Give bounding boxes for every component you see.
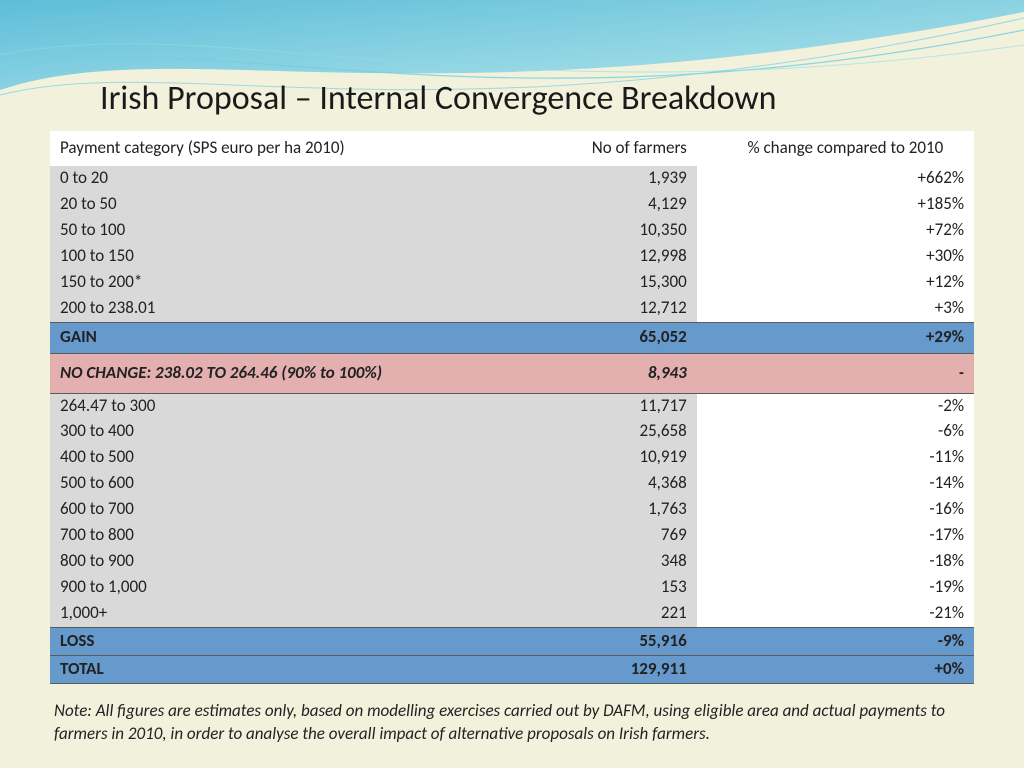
cell-category: 300 to 400 — [50, 419, 494, 445]
cell-change: -19% — [697, 575, 974, 601]
cell-farmers: 1,763 — [494, 497, 697, 523]
cell-farmers: 129,911 — [494, 655, 697, 683]
cell-category: 900 to 1,000 — [50, 575, 494, 601]
cell-farmers: 10,919 — [494, 445, 697, 471]
cell-category: NO CHANGE: 238.02 TO 264.46 (90% to 100%… — [50, 353, 494, 393]
cell-category: 700 to 800 — [50, 523, 494, 549]
cell-change: +185% — [697, 192, 974, 218]
convergence-table: Payment category (SPS euro per ha 2010) … — [50, 131, 974, 684]
table-row: 600 to 7001,763-16% — [50, 497, 974, 523]
cell-farmers: 4,368 — [494, 471, 697, 497]
cell-change: +662% — [697, 166, 974, 192]
cell-change: -16% — [697, 497, 974, 523]
cell-change: -2% — [697, 393, 974, 419]
cell-farmers: 4,129 — [494, 192, 697, 218]
table-row: 400 to 50010,919-11% — [50, 445, 974, 471]
table-body: 0 to 201,939+662%20 to 504,129+185%50 to… — [50, 166, 974, 683]
cell-category: 600 to 700 — [50, 497, 494, 523]
cell-category: 50 to 100 — [50, 218, 494, 244]
table-row: 100 to 15012,998+30% — [50, 244, 974, 270]
table-row: 800 to 900348-18% — [50, 549, 974, 575]
cell-farmers: 12,712 — [494, 296, 697, 322]
cell-category: 800 to 900 — [50, 549, 494, 575]
cell-farmers: 25,658 — [494, 419, 697, 445]
cell-farmers: 12,998 — [494, 244, 697, 270]
cell-category: 500 to 600 — [50, 471, 494, 497]
col-header-farmers: No of farmers — [494, 131, 697, 166]
cell-change: -21% — [697, 601, 974, 627]
table-row: 20 to 504,129+185% — [50, 192, 974, 218]
cell-change: +72% — [697, 218, 974, 244]
table-row: GAIN65,052+29% — [50, 322, 974, 353]
cell-category: 200 to 238.01 — [50, 296, 494, 322]
cell-change: -14% — [697, 471, 974, 497]
cell-farmers: 8,943 — [494, 353, 697, 393]
table-row: 200 to 238.0112,712+3% — [50, 296, 974, 322]
table-row: LOSS55,916-9% — [50, 627, 974, 655]
cell-category: TOTAL — [50, 655, 494, 683]
cell-farmers: 65,052 — [494, 322, 697, 353]
table-row: TOTAL129,911+0% — [50, 655, 974, 683]
cell-category: 100 to 150 — [50, 244, 494, 270]
col-header-category: Payment category (SPS euro per ha 2010) — [50, 131, 494, 166]
cell-change: - — [697, 353, 974, 393]
cell-change: +29% — [697, 322, 974, 353]
cell-category: 400 to 500 — [50, 445, 494, 471]
cell-change: +30% — [697, 244, 974, 270]
slide-content: Irish Proposal – Internal Convergence Br… — [50, 78, 974, 746]
table-row: 500 to 6004,368-14% — [50, 471, 974, 497]
cell-change: +12% — [697, 270, 974, 296]
table-row: NO CHANGE: 238.02 TO 264.46 (90% to 100%… — [50, 353, 974, 393]
table-row: 1,000+221-21% — [50, 601, 974, 627]
cell-farmers: 153 — [494, 575, 697, 601]
cell-farmers: 11,717 — [494, 393, 697, 419]
cell-category: 20 to 50 — [50, 192, 494, 218]
cell-change: -18% — [697, 549, 974, 575]
table-row: 900 to 1,000153-19% — [50, 575, 974, 601]
cell-category: 1,000+ — [50, 601, 494, 627]
cell-farmers: 55,916 — [494, 627, 697, 655]
table-row: 700 to 800769-17% — [50, 523, 974, 549]
cell-farmers: 1,939 — [494, 166, 697, 192]
table-row: 264.47 to 30011,717-2% — [50, 393, 974, 419]
cell-category: GAIN — [50, 322, 494, 353]
cell-change: -6% — [697, 419, 974, 445]
cell-category: 150 to 200* — [50, 270, 494, 296]
cell-category: LOSS — [50, 627, 494, 655]
col-header-change: % change compared to 2010 — [697, 131, 974, 166]
cell-change: +3% — [697, 296, 974, 322]
table-header-row: Payment category (SPS euro per ha 2010) … — [50, 131, 974, 166]
cell-category: 264.47 to 300 — [50, 393, 494, 419]
cell-category: 0 to 20 — [50, 166, 494, 192]
cell-farmers: 15,300 — [494, 270, 697, 296]
slide-title: Irish Proposal – Internal Convergence Br… — [50, 78, 974, 119]
table-row: 150 to 200*15,300+12% — [50, 270, 974, 296]
cell-farmers: 348 — [494, 549, 697, 575]
cell-change: +0% — [697, 655, 974, 683]
table-row: 300 to 40025,658-6% — [50, 419, 974, 445]
table-row: 50 to 10010,350+72% — [50, 218, 974, 244]
cell-change: -11% — [697, 445, 974, 471]
cell-change: -9% — [697, 627, 974, 655]
cell-change: -17% — [697, 523, 974, 549]
table-row: 0 to 201,939+662% — [50, 166, 974, 192]
cell-farmers: 221 — [494, 601, 697, 627]
footnote: Note: All figures are estimates only, ba… — [50, 700, 974, 746]
cell-farmers: 10,350 — [494, 218, 697, 244]
cell-farmers: 769 — [494, 523, 697, 549]
